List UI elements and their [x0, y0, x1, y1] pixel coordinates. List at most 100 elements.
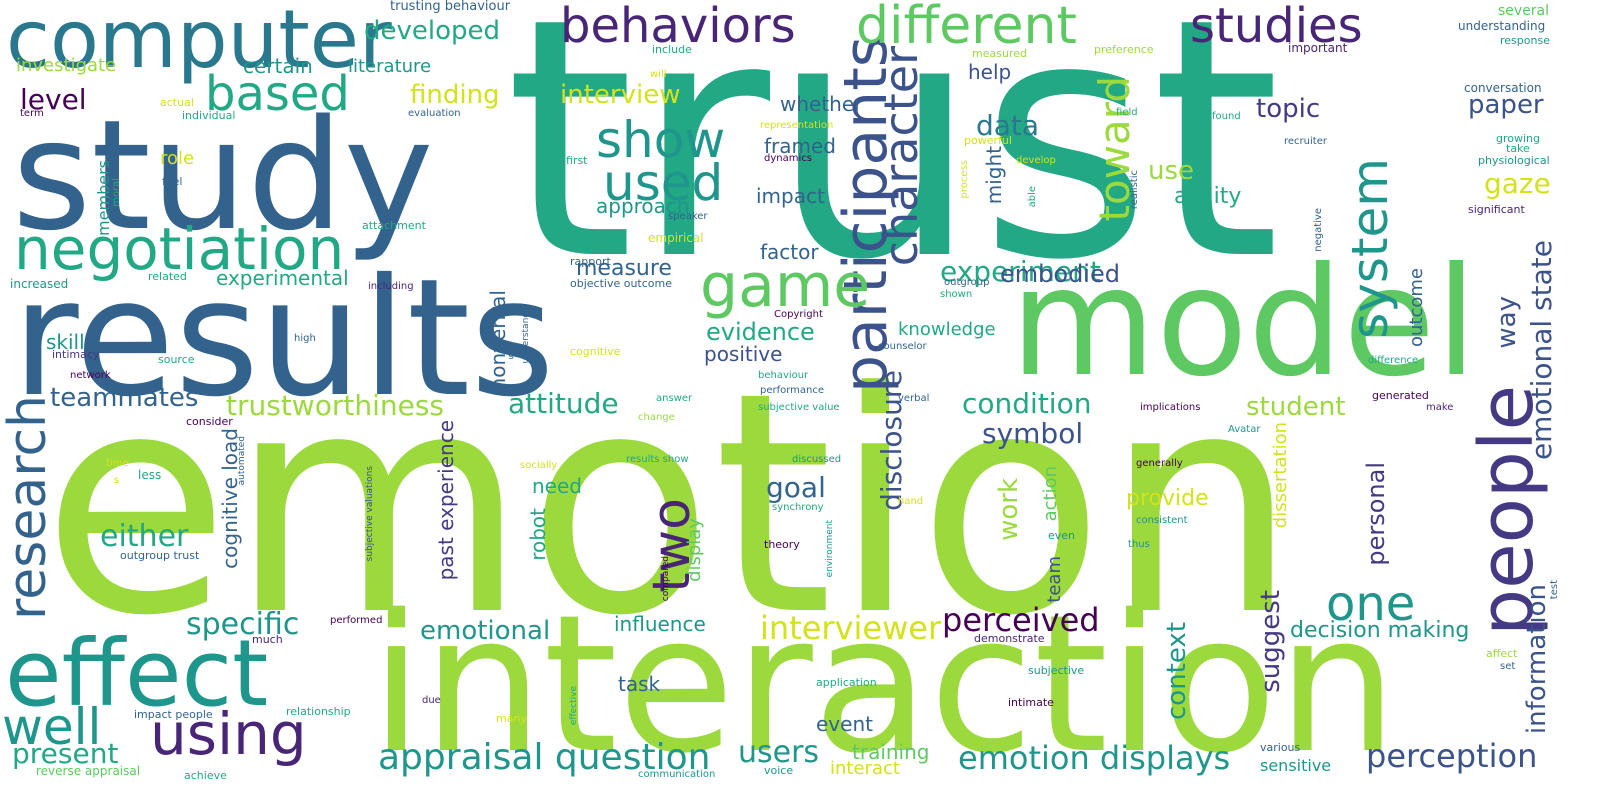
word-conversation: conversation [1464, 81, 1542, 95]
word-might: might [982, 146, 1006, 205]
word-system: system [1341, 158, 1399, 339]
word-high: high [294, 333, 316, 344]
word-recruiter: recruiter [1284, 136, 1327, 147]
word-powerful: powerful [964, 134, 1012, 147]
word-intimacy: intimacy [52, 348, 100, 361]
word-verbal: verbal [898, 393, 930, 404]
word-outcome: outcome [1406, 268, 1427, 347]
word-include: include [652, 43, 692, 56]
word-speaker: speaker [668, 211, 708, 222]
word-physiological: physiological [1478, 154, 1550, 167]
word-knowledge: knowledge [898, 319, 996, 340]
word-personal: personal [1362, 462, 1390, 566]
word-performance: performance [760, 385, 825, 396]
word-training: training [852, 740, 930, 764]
word-negative: negative [1313, 208, 1324, 252]
word-objective-outcome: objective outcome [570, 277, 673, 290]
word-develop: develop [1016, 155, 1056, 166]
word-using: using [150, 700, 307, 768]
word-symbol: symbol [982, 417, 1084, 450]
word-discussed: discussed [792, 454, 842, 465]
word-context: context [1162, 622, 1192, 720]
word-gaze: gaze [1484, 167, 1551, 200]
word-behaviour: behaviour [758, 370, 809, 381]
word-suggest: suggest [1256, 590, 1286, 693]
word-less: less [138, 468, 162, 482]
word-given: given [508, 349, 536, 360]
word-negotiation: negotiation [14, 215, 345, 283]
word-study: study [12, 87, 434, 264]
word-relationship: relationship [286, 705, 351, 718]
word-subjective: subjective [1028, 664, 1085, 677]
word-character: character [874, 46, 928, 267]
word-answer: answer [656, 393, 693, 404]
word-trust: trust [505, 0, 1281, 332]
word-emotional-state: emotional state [1525, 240, 1558, 461]
word-attachment: attachment [362, 219, 426, 232]
word-experiment: experiment [940, 255, 1101, 288]
word-test: test [1549, 580, 1560, 600]
word-effective: effective [569, 686, 579, 726]
word-past-experience: past experience [434, 420, 458, 581]
word-results: results [12, 245, 555, 433]
word-way: way [1492, 296, 1522, 349]
word-subjective-valuations: subjective valuations [365, 466, 375, 562]
word-reverse-appraisal: reverse appraisal [36, 764, 141, 778]
word-performed: performed [330, 615, 383, 626]
word-avatar: Avatar [1228, 424, 1261, 435]
word-difference: difference [1368, 355, 1419, 366]
word-moral: moral [111, 178, 122, 207]
word-network: network [70, 370, 111, 381]
word-one: one [1326, 576, 1416, 632]
word-decision-making: decision making [1290, 618, 1470, 643]
word-impact: impact [756, 184, 825, 208]
word-affect: affect [1486, 647, 1518, 660]
word-interaction: interaction [370, 574, 1398, 795]
word-outgroup: outgroup [944, 277, 990, 288]
word-different: different [856, 0, 1077, 56]
word-representation: representation [760, 120, 834, 131]
word-application: application [816, 676, 877, 689]
word-interact: interact [830, 758, 900, 779]
word-well: well [2, 698, 102, 756]
word-dynamics: dynamics [764, 153, 812, 164]
word-use: use [1148, 156, 1195, 186]
word-factor: factor [760, 240, 819, 264]
word-trustworthiness: trustworthiness [226, 389, 444, 422]
word-emotion-displays: emotion displays [958, 739, 1231, 777]
word-dissertation: dissertation [1270, 422, 1291, 529]
word-source: source [158, 353, 195, 366]
word-take: take [1506, 142, 1530, 155]
word-shown: shown [940, 289, 973, 300]
word-field: field [1116, 107, 1138, 118]
word-provide: provide [1126, 486, 1209, 511]
word-important: important [1288, 41, 1348, 55]
word-subjective-value: subjective value [758, 402, 840, 413]
word-student: student [1246, 392, 1346, 422]
word-first: first [566, 154, 588, 167]
word-increased: increased [10, 277, 69, 291]
word-specific: specific [186, 607, 300, 642]
word-theory: theory [764, 538, 800, 551]
word-counselor: counselor [878, 341, 927, 352]
word-related: related [148, 270, 187, 283]
word-embodied: embodied [1000, 260, 1120, 288]
word-evidence: evidence [706, 318, 815, 346]
word-framed: framed [764, 134, 837, 158]
word-intimate: intimate [1008, 696, 1054, 709]
word-paper: paper [1468, 90, 1544, 120]
word-appraisal-question: appraisal question [378, 737, 711, 778]
word-data: data [976, 109, 1040, 142]
word-environment: environment [825, 520, 835, 578]
word-individual: individual [182, 109, 236, 122]
word-generally: generally [1136, 458, 1183, 469]
word-term: term [20, 108, 44, 119]
word-many: many [496, 712, 527, 725]
word-model: model [1010, 236, 1478, 410]
word-present: present [12, 737, 119, 770]
word-literature: literature [348, 56, 432, 77]
word-emotion: emotion [42, 327, 1298, 682]
word-role: role [160, 148, 195, 169]
word-task: task [618, 672, 661, 696]
